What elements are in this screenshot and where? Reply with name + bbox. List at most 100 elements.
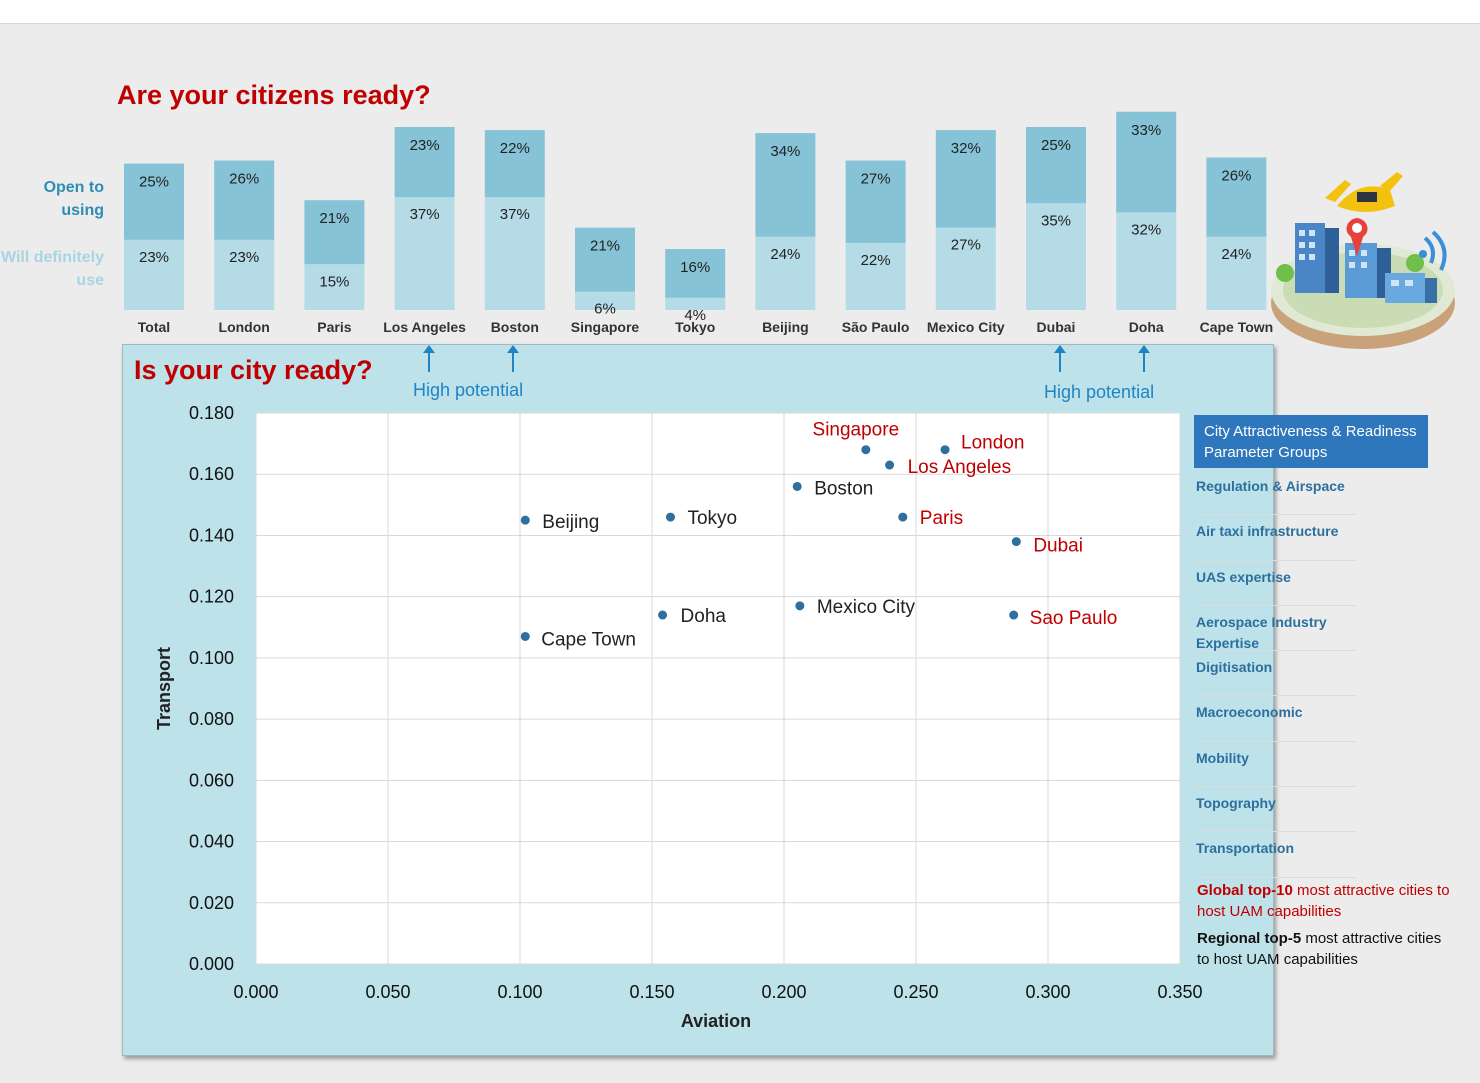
- scatter-point-label: Los Angeles: [908, 457, 1012, 478]
- bar-value-label: 21%: [319, 210, 349, 227]
- bar-category-label: London: [219, 319, 270, 335]
- bar-will-definitely-use: [484, 197, 545, 310]
- scatter-point-label: London: [961, 433, 1024, 454]
- bar-value-label: 23%: [410, 137, 440, 154]
- arrow-up-icon: [1138, 345, 1150, 372]
- bar-value-label: 21%: [590, 238, 620, 255]
- bar-category-label: Los Angeles: [383, 319, 466, 335]
- x-tick-label: 0.200: [761, 982, 806, 1002]
- arrow-up-icon: [507, 345, 519, 372]
- scatter-point-label: Tokyo: [687, 508, 737, 529]
- legend-item: Transportation: [1194, 832, 1356, 878]
- top-bar: [0, 0, 1480, 24]
- scatter-point-label: Singapore: [813, 420, 900, 441]
- bar-open-to-using: [1206, 157, 1267, 237]
- x-tick-label: 0.000: [233, 982, 278, 1002]
- bar-category-label: Paris: [317, 319, 351, 335]
- bar-will-definitely-use: [394, 197, 455, 310]
- bar-value-label: 22%: [861, 252, 891, 269]
- legend-item: Mobility: [1194, 742, 1356, 788]
- bar-value-label: 35%: [1041, 212, 1071, 229]
- regional-top5-bold: Regional top-5: [1197, 930, 1302, 947]
- bar-value-label: 26%: [1221, 168, 1251, 185]
- city-title: Is your city ready?: [134, 355, 373, 385]
- bar-value-label: 15%: [319, 273, 349, 290]
- smart-city-illustration: [1271, 172, 1455, 349]
- global-top10-note: Global top-10 most attractive cities to …: [1197, 880, 1457, 922]
- bar-open-to-using: [214, 160, 275, 240]
- scatter-point-label: Sao Paulo: [1030, 608, 1118, 629]
- open-to-using-label: Open to using: [43, 179, 104, 219]
- scatter-point: [861, 445, 871, 455]
- y-tick-label: 0.020: [189, 893, 234, 913]
- scatter-point-label: Doha: [681, 606, 727, 627]
- bar-will-definitely-use: [1206, 236, 1267, 310]
- plot-area: [256, 413, 1180, 964]
- arrow-up-icon: [1054, 345, 1066, 372]
- bar-will-definitely-use: [755, 236, 816, 310]
- bar-value-label: 25%: [1041, 137, 1071, 154]
- high-potential-label: High potential: [413, 380, 524, 400]
- scatter-point-label: Beijing: [542, 512, 599, 533]
- bar-open-to-using: [755, 133, 816, 237]
- bar-value-label: 27%: [861, 171, 891, 188]
- regional-top5-text: most attractive cities to host UAM capab…: [1197, 930, 1442, 968]
- x-tick-label: 0.050: [365, 982, 410, 1002]
- y-tick-label: 0.180: [189, 403, 234, 423]
- bar-value-label: 33%: [1131, 122, 1161, 139]
- legend-item: Macroeconomic: [1194, 696, 1356, 742]
- scatter-point-label: Mexico City: [817, 597, 916, 618]
- scatter-point: [658, 610, 668, 620]
- bar-value-label: 34%: [770, 143, 800, 160]
- bar-category-label: Doha: [1129, 319, 1164, 335]
- y-tick-label: 0.080: [189, 709, 234, 729]
- scatter-point: [885, 460, 895, 470]
- bar-open-to-using: [1116, 111, 1177, 213]
- x-tick-label: 0.150: [629, 982, 674, 1002]
- bar-open-to-using: [124, 163, 184, 240]
- bar-open-to-using: [665, 249, 726, 298]
- bar-open-to-using: [1026, 127, 1086, 204]
- scatter-point: [520, 631, 530, 641]
- legend-item: Topography: [1194, 787, 1356, 833]
- legend-item: Regulation & Airspace: [1194, 470, 1356, 516]
- bar-will-definitely-use: [214, 239, 275, 310]
- regional-top5-note: Regional top-5 most attractive cities to…: [1197, 928, 1457, 970]
- bar-open-to-using: [845, 160, 906, 243]
- bar-will-definitely-use: [845, 242, 906, 310]
- bar-value-label: 23%: [139, 249, 169, 266]
- global-top10-bold: Global top-10: [1197, 882, 1293, 899]
- bar-category-label: Beijing: [762, 319, 809, 335]
- scatter-point: [940, 445, 950, 455]
- scatter-point-label: Dubai: [1033, 536, 1083, 557]
- scatter-point: [792, 481, 802, 491]
- citizens-title: Are your citizens ready?: [117, 80, 431, 110]
- bar-will-definitely-use: [665, 297, 726, 310]
- scatter-point: [898, 512, 908, 522]
- scatter-point: [520, 515, 530, 525]
- bar-will-definitely-use: [124, 239, 184, 310]
- citizens-stacked-bar-chart: 23% 25% Total 23% 26% London 15% 21% Paris 37% 23%…: [124, 111, 1273, 335]
- legend-item: Digitisation: [1194, 651, 1356, 697]
- legend-item: UAS expertise: [1194, 561, 1356, 606]
- arrow-up-icon: [423, 345, 435, 372]
- bar-open-to-using: [304, 200, 365, 265]
- x-axis-title: Aviation: [681, 1011, 751, 1031]
- y-tick-label: 0.000: [189, 954, 234, 974]
- scatter-point: [1011, 537, 1021, 547]
- bar-value-label: 25%: [139, 174, 169, 191]
- y-tick-label: 0.120: [189, 587, 234, 607]
- will-definitely-use-label: Will definitely use: [1, 249, 104, 289]
- bar-value-label: 24%: [770, 246, 800, 263]
- bar-value-label: 37%: [500, 206, 530, 223]
- bar-open-to-using: [935, 130, 996, 228]
- global-top10-text: most attractive cities to host UAM capab…: [1197, 882, 1450, 920]
- y-tick-label: 0.100: [189, 648, 234, 668]
- bar-will-definitely-use: [935, 227, 996, 310]
- bar-will-definitely-use: [575, 291, 635, 310]
- parameter-groups-list: Regulation & Airspace Air taxi infrastru…: [1194, 470, 1356, 878]
- bar-value-label: 27%: [951, 237, 981, 254]
- bar-value-label: 24%: [1221, 246, 1251, 263]
- x-tick-label: 0.250: [893, 982, 938, 1002]
